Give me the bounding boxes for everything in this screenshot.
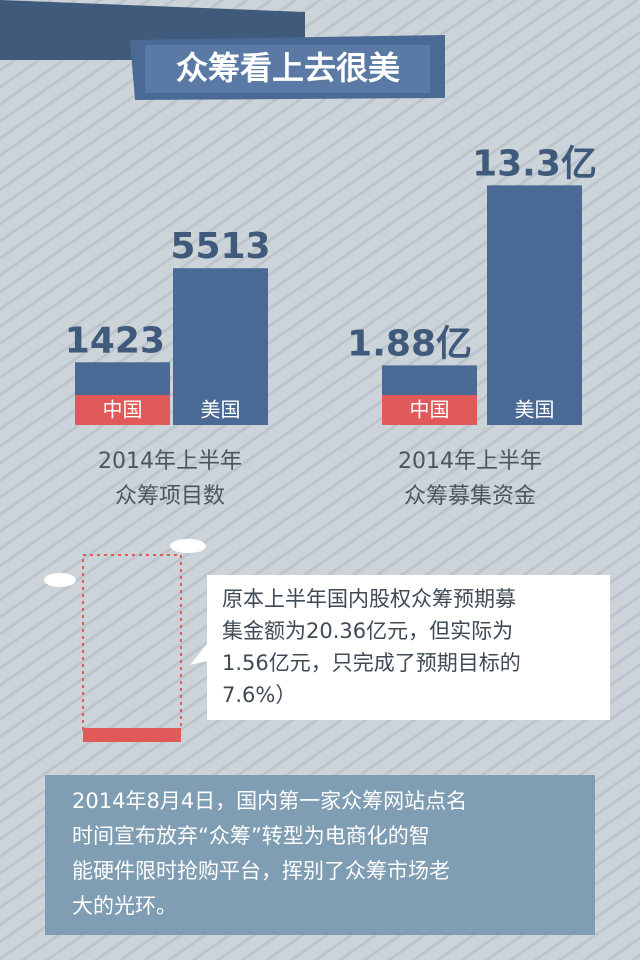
callout-text: 1.56亿元，只完成了预期目标的: [222, 651, 521, 675]
footer-text: 2014年8月4日，国内第一家众筹网站点名: [72, 789, 467, 813]
footer-box: [45, 775, 595, 935]
title: 众筹看上去很美: [176, 49, 400, 87]
value-label: 5513: [170, 226, 270, 267]
category-label: 中国: [103, 398, 143, 422]
bar: [382, 365, 477, 395]
callout-graphic: [44, 539, 610, 742]
callout-text: 集金额为20.36亿元，但实际为: [222, 619, 513, 643]
chart-caption: 众筹募集资金: [404, 484, 536, 509]
value-label: 1.88亿: [347, 323, 472, 364]
footer-text: 能硬件限时抢购平台，挥别了众筹市场老: [72, 859, 450, 883]
bar: [487, 185, 582, 395]
category-box: [173, 395, 268, 425]
value-label: 13.3亿: [472, 143, 597, 184]
title-box: [145, 45, 430, 93]
category-box: [75, 395, 170, 425]
callout-text: 7.6%）: [222, 683, 296, 707]
cloud: [44, 573, 76, 587]
callout-box: [207, 575, 610, 720]
bar: [173, 268, 268, 395]
chart-caption: 2014年上半年: [398, 449, 542, 474]
category-label: 中国: [410, 398, 450, 422]
chart-caption: 众筹项目数: [115, 484, 225, 509]
callout-text: 原本上半年国内股权众筹预期募: [222, 587, 516, 611]
actual-bar: [83, 728, 181, 742]
category-box: [382, 395, 477, 425]
callout-tail: [190, 640, 212, 665]
footer-text: 大的光环。: [72, 894, 177, 918]
chart-caption: 2014年上半年: [98, 449, 242, 474]
category-label: 美国: [201, 398, 241, 422]
cloud: [170, 539, 206, 553]
bar: [75, 362, 170, 395]
footer-text: 时间宣布放弃“众筹”转型为电商化的智: [72, 824, 430, 848]
category-box: [487, 395, 582, 425]
category-label: 美国: [515, 398, 555, 422]
value-label: 1423: [65, 320, 165, 361]
